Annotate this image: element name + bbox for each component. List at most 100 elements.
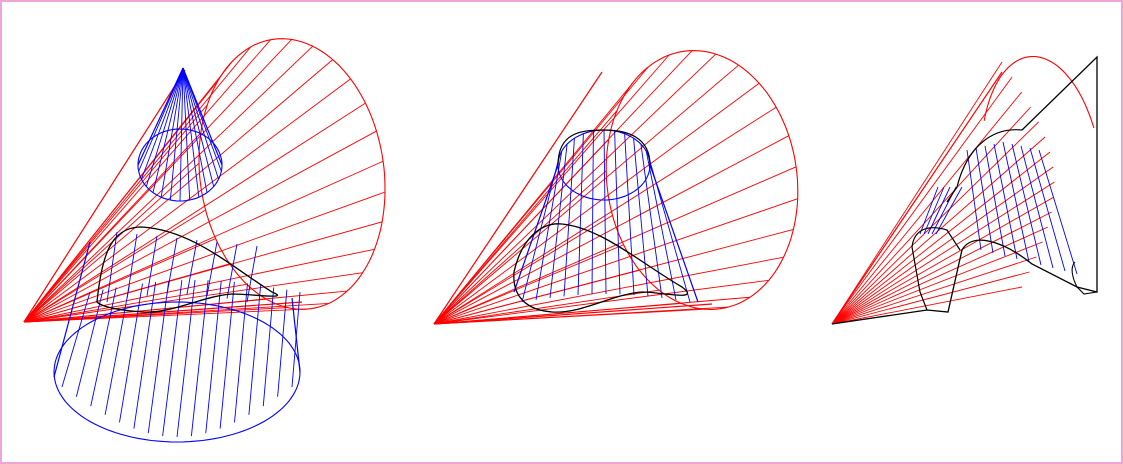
blue-upper-silhouette-right xyxy=(182,67,223,166)
blue-lower-ruling xyxy=(176,279,196,438)
blue-upper-ruling xyxy=(152,67,184,193)
blue-lower-silhouette-right xyxy=(291,297,301,373)
blue-ruling xyxy=(603,129,607,295)
blue-cone xyxy=(513,129,699,303)
red-cone-ruling xyxy=(831,106,1032,325)
red-cone-ruling xyxy=(831,61,1003,325)
red-cone-ruling xyxy=(23,104,208,323)
red-cone-ruling xyxy=(23,130,377,323)
red-cone-ruling xyxy=(23,307,288,323)
red-cone-ruling xyxy=(831,91,1023,325)
red-cone-ruling xyxy=(23,102,366,323)
red-cone-ruling xyxy=(831,226,1049,325)
solid-outline xyxy=(831,55,1098,325)
red-cone-ruling xyxy=(23,209,206,323)
blue-upper-ruling xyxy=(182,67,191,201)
red-cone-ruling xyxy=(23,39,271,323)
red-cone-base-ellipse xyxy=(198,38,386,310)
blue-top-rim xyxy=(557,129,651,166)
blue-ruling xyxy=(624,133,635,296)
blue-upper-ruling xyxy=(182,67,215,187)
blue-lower-ruling xyxy=(277,289,288,397)
blue-upper-silhouette-left xyxy=(137,67,184,166)
blue-upper-ruling xyxy=(182,67,219,180)
panel-1 xyxy=(23,38,386,443)
blue-lower-ruling xyxy=(75,289,104,397)
blue-lower-ruling xyxy=(219,281,235,429)
red-cone-ruling xyxy=(433,214,613,325)
blue-lower-ruling xyxy=(234,283,248,423)
blue-lower-ruling xyxy=(90,287,117,407)
blue-silhouette-left xyxy=(513,164,559,293)
blue-upper-ruling xyxy=(182,67,200,198)
blue-lower-ruling xyxy=(190,280,209,437)
blue-ruling xyxy=(919,186,939,235)
red-cone-ruling xyxy=(23,238,216,323)
blue-lower-ruling xyxy=(162,280,183,437)
red-cone xyxy=(23,38,386,323)
blue-upper-ruling xyxy=(182,67,208,193)
blue-mid-ruling xyxy=(246,245,258,303)
blue-lower-ruling xyxy=(133,281,157,429)
red-cone-ruling xyxy=(433,170,607,325)
red-cone-silhouette-bottom xyxy=(433,303,713,325)
blue-cone-lower xyxy=(53,231,301,443)
red-cone-base-ellipse xyxy=(605,50,799,310)
red-cone-ruling xyxy=(831,151,1051,325)
blue-lower-ellipse xyxy=(53,301,301,443)
blue-upper-ruling xyxy=(179,67,184,202)
blue-ruling xyxy=(1002,141,1030,263)
red-cone-silhouette-top xyxy=(831,71,1003,325)
blue-ruling xyxy=(645,151,677,301)
red-cone-ruling xyxy=(23,191,386,323)
panel-3 xyxy=(831,55,1098,325)
blue-lower-ruling xyxy=(147,280,170,434)
red-cone-ruling xyxy=(433,198,798,325)
blue-lower-ruling xyxy=(248,285,262,415)
solid-notch xyxy=(911,227,961,251)
blue-ruling xyxy=(1029,147,1066,272)
red-cone-ruling xyxy=(433,53,717,325)
red-cone-ruling xyxy=(433,50,693,325)
blue-lower-ruling xyxy=(61,291,91,388)
blue-ruling xyxy=(993,143,1018,260)
intersection-curve xyxy=(96,226,279,313)
blue-ruling xyxy=(633,138,649,297)
blue-cone-upper xyxy=(137,67,223,202)
blue-ruling xyxy=(927,186,951,235)
blue-mid-ruling xyxy=(106,231,118,303)
red-cone-ruling xyxy=(831,166,1054,325)
blue-mid-ruling xyxy=(166,237,178,295)
blue-ruling xyxy=(1011,143,1042,266)
red-cone-ruling xyxy=(23,263,230,323)
blue-ruling xyxy=(577,133,584,296)
blue-ruling xyxy=(563,138,575,297)
red-cone-ruling xyxy=(23,248,375,323)
red-cone-silhouette-top xyxy=(433,71,603,325)
blue-mid-ruling xyxy=(146,235,158,296)
red-cone-ruling xyxy=(831,211,1052,325)
blue-silhouette-right xyxy=(649,164,699,303)
red-cone-ruling xyxy=(23,298,267,323)
blue-ruling xyxy=(935,186,963,235)
red-cone-ruling xyxy=(23,283,247,323)
blue-mid-ruling xyxy=(126,233,138,299)
red-cone-silhouette-bottom xyxy=(23,301,303,323)
red-cone-silhouette-top xyxy=(23,69,186,323)
red-cone-ruling xyxy=(433,82,760,325)
red-cone-ruling xyxy=(831,181,1055,325)
solid-ridge xyxy=(946,129,1023,203)
blue-mid-ruling xyxy=(226,243,238,299)
blue-ruling xyxy=(591,130,594,295)
blue-ruling xyxy=(614,130,621,295)
red-cone-ruling xyxy=(433,64,739,325)
red-cone-ruling xyxy=(433,135,789,325)
blue-lower-ruling xyxy=(119,283,143,423)
panel-2 xyxy=(433,50,799,325)
red-cone-ruling xyxy=(433,166,797,325)
red-cone-ruling xyxy=(433,256,784,325)
red-cone-ruling xyxy=(23,46,252,323)
blue-ruling xyxy=(923,186,945,235)
